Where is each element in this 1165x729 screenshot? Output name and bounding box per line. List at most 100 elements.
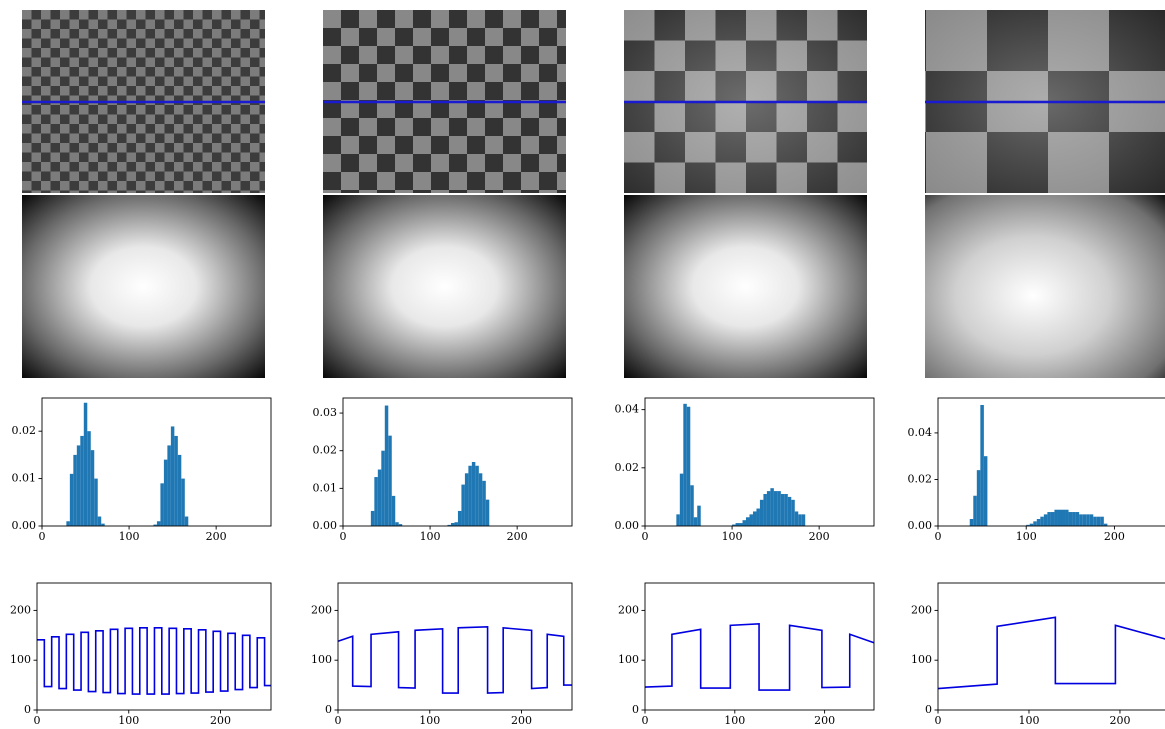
- histogram-bar: [478, 473, 483, 526]
- histogram-bar: [94, 478, 98, 526]
- histogram-bar: [732, 524, 736, 526]
- histogram-bar: [160, 483, 164, 526]
- axes-frame: [36, 582, 272, 711]
- vignette: [624, 195, 867, 378]
- line-series: [937, 616, 1165, 690]
- histogram-bar: [73, 454, 77, 526]
- histogram-bar: [468, 465, 472, 526]
- histogram-bar: [773, 491, 778, 526]
- histogram-bar: [1036, 519, 1041, 526]
- histogram-bar: [787, 496, 792, 526]
- histogram-bar: [980, 404, 984, 526]
- histogram-bar: [181, 478, 185, 526]
- y-tick-label: 200: [10, 603, 31, 616]
- y-tick-label: 0.01: [313, 481, 338, 494]
- x-tick-label: 0: [935, 714, 942, 727]
- line-series: [337, 626, 572, 694]
- histogram-bar: [1065, 509, 1069, 526]
- histogram-bar: [66, 521, 70, 526]
- histogram-bar: [1040, 516, 1044, 526]
- histogram-bar: [683, 403, 687, 526]
- histogram-bar: [1086, 514, 1090, 526]
- x-tick-label: 100: [724, 714, 745, 727]
- histogram-bar: [83, 402, 88, 526]
- y-tick-label: 0.01: [12, 472, 37, 485]
- vignette: [22, 195, 265, 378]
- histogram-bar: [1043, 514, 1048, 526]
- histogram-bar: [1033, 521, 1037, 526]
- histogram-bar: [454, 522, 458, 526]
- y-tick-label: 100: [911, 653, 932, 666]
- y-tick-label: 200: [311, 603, 332, 616]
- histogram-bar: [759, 499, 764, 526]
- vignette: [323, 195, 566, 378]
- x-tick-label: 100: [419, 714, 440, 727]
- histogram-bar: [101, 523, 105, 526]
- histogram-bar: [1029, 523, 1034, 526]
- histogram-bar: [170, 426, 175, 526]
- histogram-bar: [735, 523, 740, 526]
- histogram-bar: [742, 520, 747, 526]
- x-tick-label: 200: [206, 530, 227, 543]
- histogram-bar: [693, 517, 698, 526]
- line-series: [37, 627, 271, 695]
- histogram-bar: [447, 524, 451, 526]
- histogram-bar: [973, 495, 977, 526]
- x-tick-label: 100: [722, 530, 743, 543]
- histogram-bar: [1096, 516, 1101, 526]
- histogram-bar: [69, 473, 74, 526]
- vignette: [925, 195, 1165, 378]
- y-tick-label: 0.00: [313, 519, 338, 532]
- y-tick-label: 0.02: [908, 472, 933, 485]
- histogram-bar: [1093, 516, 1097, 526]
- histogram-bar: [177, 454, 182, 526]
- histogram-bar: [80, 435, 84, 526]
- y-tick-label: 100: [10, 653, 31, 666]
- histogram-bar: [461, 484, 465, 526]
- histogram-bar: [156, 521, 161, 526]
- x-tick-label: 200: [210, 714, 231, 727]
- histogram-bar: [1026, 524, 1030, 526]
- histogram-bar: [1061, 509, 1066, 526]
- histogram-bar: [184, 516, 189, 526]
- line-series: [644, 622, 875, 691]
- x-tick-label: 200: [809, 530, 830, 543]
- axes-frame: [937, 397, 1165, 527]
- y-tick-label: 0.02: [12, 424, 37, 437]
- histogram-bar: [1075, 512, 1080, 526]
- x-tick-label: 200: [1109, 714, 1130, 727]
- histogram-bar: [763, 494, 767, 526]
- x-tick-label: 100: [420, 530, 441, 543]
- histogram-bar: [1089, 514, 1094, 526]
- axes-frame: [644, 397, 875, 527]
- histogram-bar: [983, 456, 988, 526]
- y-tick-label: 0.04: [615, 403, 640, 416]
- histogram-bar: [976, 470, 981, 526]
- y-tick-label: 0: [325, 703, 332, 716]
- histogram-bar: [784, 494, 788, 526]
- x-tick-label: 0: [335, 714, 342, 727]
- histogram-bar: [686, 406, 691, 526]
- histogram-bar: [679, 473, 684, 526]
- y-tick-label: 100: [618, 653, 639, 666]
- histogram-bar: [384, 405, 389, 526]
- histogram-bar: [381, 450, 385, 526]
- x-tick-label: 100: [119, 530, 140, 543]
- x-tick-label: 100: [1016, 530, 1037, 543]
- histogram-bar: [1082, 514, 1087, 526]
- histogram-bar: [374, 477, 378, 526]
- histogram-bar: [485, 499, 490, 526]
- x-tick-label: 0: [340, 530, 347, 543]
- axes-frame: [337, 582, 573, 711]
- histogram-bar: [388, 435, 392, 526]
- histogram-bar: [749, 514, 753, 526]
- histogram-bar: [475, 465, 479, 526]
- histogram-bar: [370, 510, 375, 526]
- x-tick-label: 0: [642, 530, 649, 543]
- axes-frame: [41, 397, 272, 527]
- histogram-bar: [798, 514, 802, 526]
- histogram-bar: [464, 473, 469, 526]
- histogram-bar: [766, 491, 771, 526]
